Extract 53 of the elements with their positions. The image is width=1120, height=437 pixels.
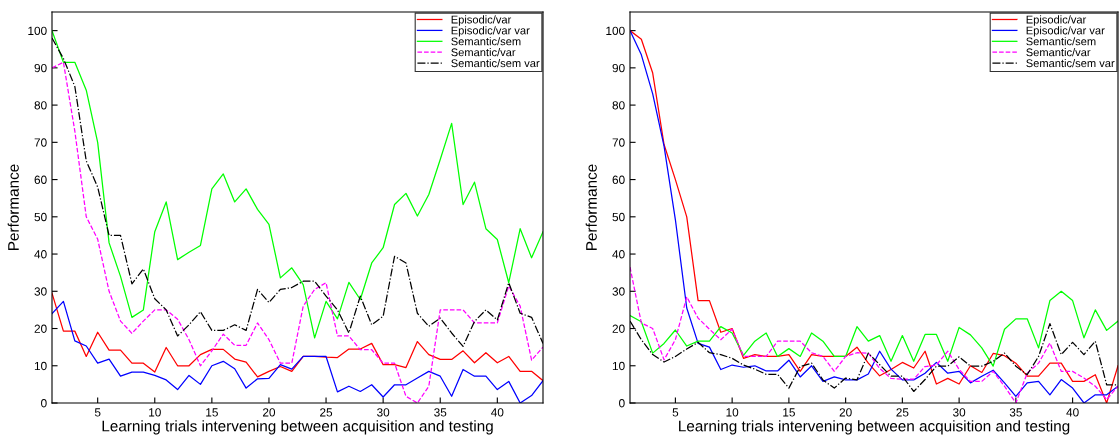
y-tick-label: 20 bbox=[34, 324, 47, 333]
x-tick-label: 5 bbox=[672, 408, 679, 417]
y-tick-label: 60 bbox=[34, 175, 47, 184]
x-axis-title: Learning trials intervening between acquisition and testing bbox=[679, 420, 1070, 435]
y-tick-label: 100 bbox=[28, 26, 47, 36]
y-tick-label: 30 bbox=[34, 287, 47, 296]
y-tick-label: 70 bbox=[34, 138, 47, 147]
y-tick-label: 60 bbox=[612, 175, 625, 184]
legend-label: Semantic/sem var bbox=[451, 58, 540, 68]
y-tick-label: 50 bbox=[612, 212, 625, 222]
legend-label: Semantic/sem var bbox=[1026, 58, 1115, 68]
x-tick-label: 35 bbox=[1009, 408, 1022, 417]
x-tick-label: 40 bbox=[1066, 408, 1079, 417]
x-tick-label: 25 bbox=[320, 408, 333, 417]
y-tick-label: 50 bbox=[34, 212, 47, 222]
x-tick-label: 40 bbox=[491, 408, 504, 417]
y-tick-label: 100 bbox=[606, 26, 625, 36]
x-tick-label: 35 bbox=[434, 408, 447, 417]
legend-label: Semantic/var bbox=[451, 48, 516, 57]
legend-label: Episodic/var bbox=[451, 15, 512, 26]
legend-label: Semantic/var bbox=[1026, 48, 1091, 57]
x-tick-label: 5 bbox=[94, 408, 101, 417]
y-tick-label: 40 bbox=[612, 250, 625, 259]
y-tick-label: 80 bbox=[612, 101, 625, 110]
legend-label: Semantic/sem bbox=[1026, 37, 1096, 46]
y-tick-label: 10 bbox=[612, 361, 625, 371]
y-tick-label: 20 bbox=[612, 324, 625, 333]
x-tick-label: 25 bbox=[896, 408, 909, 417]
y-tick-label: 90 bbox=[34, 63, 47, 73]
y-tick-label: 40 bbox=[34, 250, 47, 259]
line-series bbox=[630, 290, 1118, 367]
x-tick-label: 30 bbox=[377, 408, 390, 417]
legend-label: Episodic/var var bbox=[451, 26, 530, 37]
x-tick-label: 15 bbox=[783, 408, 795, 417]
legend-label: Episodic/var bbox=[1026, 15, 1087, 26]
x-tick-label: 10 bbox=[149, 408, 161, 417]
x-tick-label: 30 bbox=[953, 408, 966, 417]
y-tick-label: 30 bbox=[612, 287, 625, 296]
x-tick-label: 15 bbox=[206, 408, 218, 417]
y-axis-title: Performance bbox=[585, 164, 597, 250]
x-tick-label: 20 bbox=[839, 408, 852, 417]
y-tick-label: 70 bbox=[612, 138, 625, 147]
x-tick-label: 10 bbox=[726, 408, 739, 417]
y-tick-label: 0 bbox=[619, 399, 625, 408]
y-tick-label: 80 bbox=[34, 101, 47, 110]
legend-label: Episodic/var var bbox=[1026, 26, 1105, 37]
y-axis-title: Performance bbox=[7, 164, 19, 250]
x-tick-label: 20 bbox=[262, 408, 276, 417]
y-tick-label: 0 bbox=[41, 399, 47, 408]
x-axis-title: Learning trials intervening between acquisition and testing bbox=[102, 420, 493, 435]
y-tick-label: 90 bbox=[612, 63, 625, 73]
legend-label: Semantic/sem bbox=[451, 37, 521, 46]
y-tick-label: 10 bbox=[34, 361, 47, 371]
